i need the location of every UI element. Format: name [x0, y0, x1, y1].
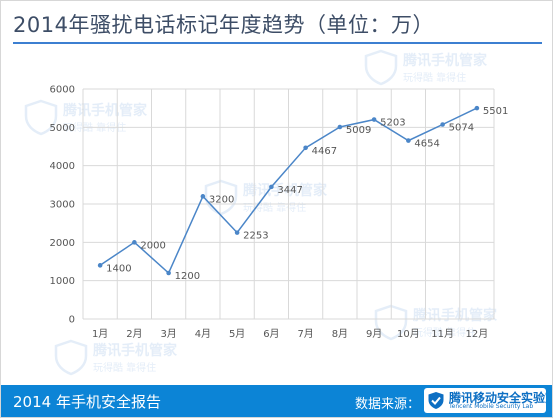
- x-tick-label: 11月: [431, 328, 454, 340]
- lab-name-english: Tencent Mobile Security Lab: [449, 403, 534, 410]
- data-point: [474, 105, 480, 111]
- source-label: 数据来源：: [354, 397, 420, 412]
- svg-text:腾讯手机管家: 腾讯手机管家: [243, 182, 328, 199]
- x-tick-label: 4月: [195, 328, 211, 340]
- x-tick-label: 8月: [332, 328, 348, 340]
- y-tick-label: 5000: [50, 123, 75, 134]
- svg-text:玩得酷 靠得住: 玩得酷 靠得住: [413, 326, 476, 339]
- svg-text:腾讯手机管家: 腾讯手机管家: [403, 52, 488, 69]
- chart-grid: [82, 88, 495, 320]
- page-title: 2014年骚扰电话标记年度趋势（单位：万）: [13, 13, 434, 37]
- data-point: [303, 145, 308, 151]
- title-divider: [13, 42, 542, 44]
- y-tick-label: 2000: [50, 238, 75, 249]
- data-label: 5009: [346, 125, 371, 136]
- footer-bar: 2014 年手机安全报告 数据来源： 腾讯移动安全实验室 Tencent Mob…: [1, 385, 552, 417]
- x-tick-label: 10月: [397, 328, 420, 340]
- x-tick-label: 12月: [466, 328, 489, 340]
- data-point: [200, 194, 206, 199]
- data-label: 2000: [140, 240, 165, 251]
- data-label: 2253: [243, 231, 268, 242]
- data-labels: 1400 2000 1200 3200 2253 3447 4467 5009 5203 4654…: [106, 106, 508, 282]
- x-axis-ticks: 1月 2月 3月 4月 5月 6月 7月 8月 9月 10月 11月 12月: [92, 328, 488, 340]
- data-label: 4467: [312, 146, 337, 157]
- data-point: [406, 138, 411, 143]
- y-tick-label: 0: [69, 315, 75, 326]
- y-tick-label: 6000: [50, 85, 75, 96]
- data-point: [440, 122, 445, 127]
- data-point: [337, 124, 343, 130]
- y-tick-label: 1000: [50, 276, 75, 287]
- data-label: 4654: [414, 139, 439, 150]
- data-label: 3200: [209, 194, 234, 205]
- x-tick-label: 5月: [229, 328, 245, 340]
- x-tick-label: 9月: [366, 328, 382, 340]
- x-tick-label: 1月: [92, 328, 108, 340]
- svg-text:玩得酷 靠得住: 玩得酷 靠得住: [93, 361, 156, 374]
- data-point: [132, 240, 137, 245]
- data-label: 5203: [380, 118, 405, 129]
- data-points: [97, 105, 480, 276]
- data-point: [269, 184, 274, 190]
- svg-text:腾讯手机管家: 腾讯手机管家: [63, 102, 148, 119]
- data-label: 3447: [277, 185, 302, 196]
- data-label: 1200: [175, 271, 200, 282]
- data-point: [371, 117, 377, 122]
- svg-text:腾讯手机管家: 腾讯手机管家: [93, 342, 178, 359]
- series-line: [99, 107, 478, 275]
- data-label: 1400: [106, 263, 131, 274]
- lab-name: 腾讯移动安全实验室: [449, 391, 546, 405]
- x-tick-label: 3月: [160, 328, 176, 340]
- report-name: 2014 年手机安全报告: [13, 393, 161, 411]
- lab-logo-badge: 腾讯移动安全实验室 Tencent Mobile Security Lab: [424, 388, 546, 413]
- data-point: [97, 263, 103, 268]
- y-axis-ticks: 0 1000 2000 3000 4000 5000 6000: [50, 85, 75, 326]
- y-tick-label: 4000: [50, 161, 75, 172]
- svg-text:玩得酷 靠得住: 玩得酷 靠得住: [403, 71, 466, 84]
- x-tick-label: 2月: [126, 328, 142, 340]
- data-point: [234, 230, 240, 235]
- y-tick-label: 3000: [50, 200, 75, 211]
- x-tick-label: 7月: [297, 328, 313, 340]
- data-point: [166, 270, 171, 276]
- shield-icon: [428, 392, 444, 409]
- x-tick-label: 6月: [263, 328, 279, 340]
- data-label: 5501: [483, 106, 508, 117]
- svg-text:腾讯手机管家: 腾讯手机管家: [413, 307, 498, 324]
- data-label: 5074: [449, 122, 474, 133]
